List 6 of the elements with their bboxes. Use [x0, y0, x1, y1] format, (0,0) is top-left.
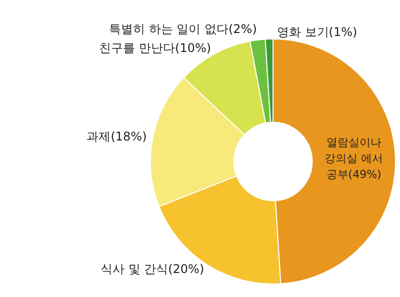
slice-label: 식사 및 간식(20%)	[100, 262, 204, 276]
slice-label: 영화 보기(1%)	[276, 25, 358, 40]
slice-label: 친구를 만난다(10%)	[99, 41, 212, 56]
slice-label: 과제(18%)	[86, 130, 147, 144]
slice-label: 특별히 하는 일이 없다(2%)	[109, 22, 257, 36]
slice-label: 열람실이나 강의실 에서 공부(49%)	[324, 136, 384, 181]
